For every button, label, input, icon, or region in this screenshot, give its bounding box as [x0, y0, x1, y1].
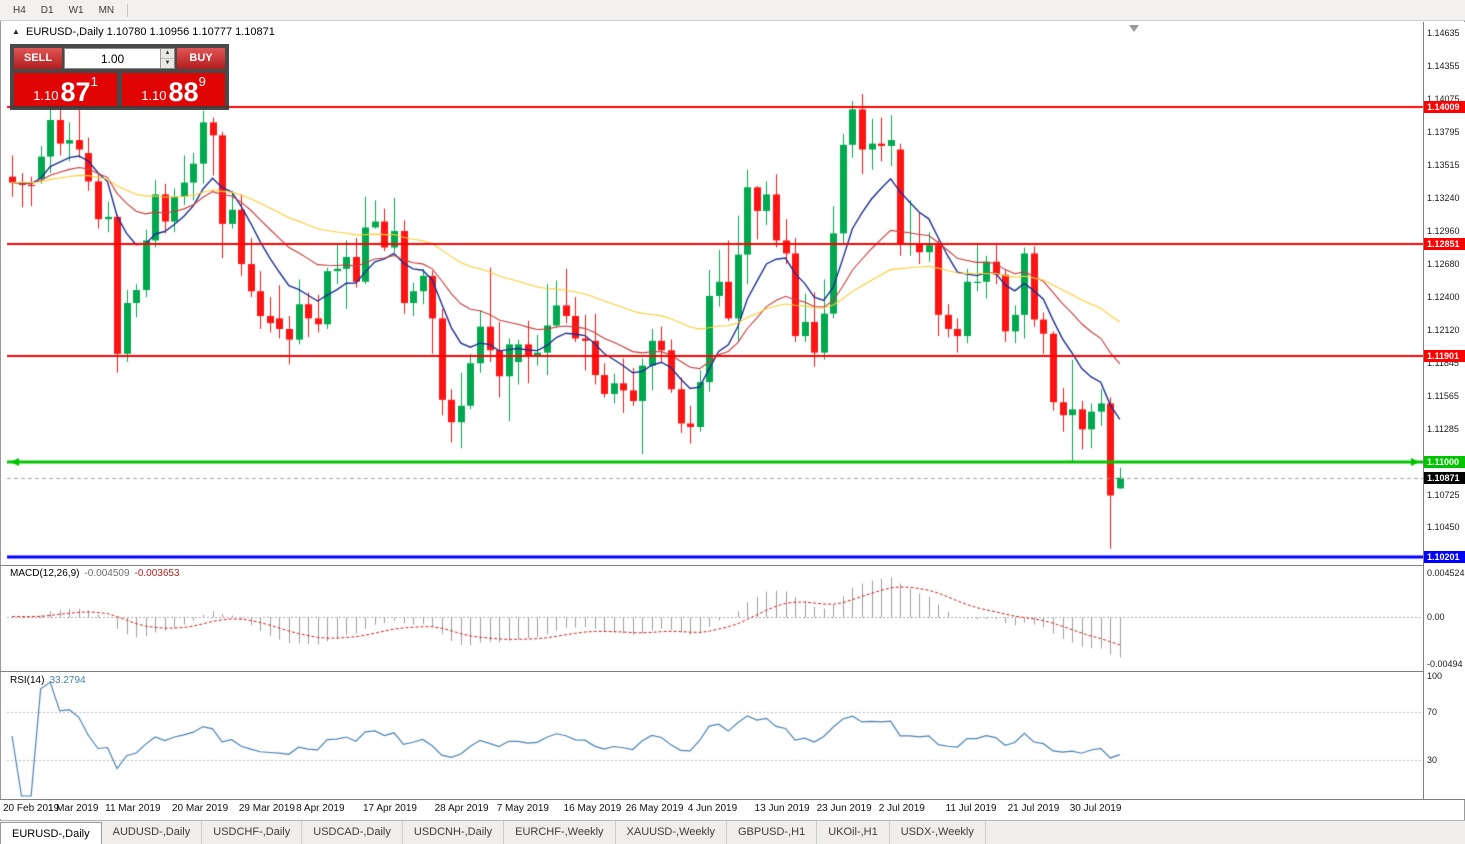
date-tick-label: 26 May 2019 [625, 803, 684, 814]
macd-name: MACD(12,26,9) [10, 568, 80, 579]
macd-axis-tick: 0.00 [1427, 611, 1445, 622]
current-bid-price-label: 1.10871 [1424, 471, 1465, 484]
date-tick-label: 20 Feb 2019 [3, 803, 60, 814]
date-tick-label: 1 Mar 2019 [47, 803, 99, 814]
hline-price-label: 1.10201 [1424, 550, 1465, 563]
price-axis-tick: 1.12960 [1427, 226, 1460, 236]
price-axis-tick: 1.14355 [1427, 61, 1460, 72]
buy-price-display[interactable]: 1.10 88 9 [122, 73, 225, 106]
hline-price-label: 1.12851 [1424, 237, 1465, 250]
timeframe-toolbar: H4 D1 W1 MN [0, 0, 1465, 21]
price-axis-tick: 1.13795 [1427, 127, 1460, 138]
date-tick-label: 11 Jul 2019 [945, 803, 997, 814]
macd-signal-value: -0.003653 [134, 568, 180, 579]
date-tick-label: 29 Mar 2019 [238, 803, 295, 814]
buy-price-big: 88 [168, 77, 199, 107]
chart-tab-bar: EURUSD-,Daily AUDUSD-,Daily USDCHF-,Daily U… [0, 820, 1465, 844]
price-axis-tick: 1.11565 [1427, 390, 1459, 401]
timeline-separator [0, 799, 1465, 800]
macd-main-value: -0.004509 [84, 568, 130, 579]
macd-label: MACD(12,26,9) -0.004509 -0.003653 [10, 568, 185, 579]
rsi-window-separator[interactable] [0, 671, 1465, 672]
date-tick-label: 2 Jul 2019 [878, 803, 925, 814]
volume-box: ▲ ▼ [64, 48, 175, 69]
price-axis-tick: 1.12680 [1427, 259, 1460, 270]
date-tick-label: 17 Apr 2019 [363, 803, 417, 814]
timeframe-button-mn[interactable]: MN [98, 4, 115, 16]
date-tick-label: 16 May 2019 [563, 803, 622, 814]
price-axis-tick: 1.12120 [1427, 325, 1460, 336]
hline-price-label: 1.14009 [1424, 101, 1465, 114]
sell-price-big: 87 [60, 77, 91, 107]
price-axis-tick: 1.13515 [1427, 160, 1460, 171]
buy-price-prefix: 1.10 [141, 88, 167, 103]
sell-price-prefix: 1.10 [33, 88, 59, 103]
chart-tab-gbpusd-h1[interactable]: GBPUSD-,H1 [727, 821, 818, 844]
chart-tab-audusd-daily[interactable]: AUDUSD-,Daily [102, 821, 203, 844]
price-axis-tick: 1.11845 [1427, 357, 1459, 368]
price-scale[interactable]: 1.14635 1.14355 1.14075 1.13795 1.13515 1.132… [1423, 22, 1465, 799]
date-tick-label: 11 Mar 2019 [105, 803, 161, 814]
buy-button[interactable]: BUY [177, 48, 225, 69]
chart-tab-usdcnh-daily[interactable]: USDCNH-,Daily [403, 821, 505, 844]
sell-price-display[interactable]: 1.10 87 1 [14, 73, 117, 106]
rsi-axis-tick: 100 [1427, 671, 1443, 681]
chart-tab-usdchf-daily[interactable]: USDCHF-,Daily [202, 821, 303, 844]
chart-tab-ukoil-h1[interactable]: UKOil-,H1 [817, 821, 890, 844]
rsi-name: RSI(14) [10, 675, 45, 686]
sell-button[interactable]: SELL [14, 48, 62, 69]
time-scale[interactable]: 20 Feb 2019 1 Mar 2019 11 Mar 2019 20 Mar 2… [0, 800, 1423, 819]
price-axis-tick: 1.10725 [1427, 489, 1460, 500]
rsi-label: RSI(14) 33.2794 [10, 675, 91, 686]
volume-spinner: ▲ ▼ [160, 49, 174, 68]
chart-title: EURUSD-,Daily 1.10780 1.10956 1.10777 1.… [26, 26, 275, 38]
date-tick-label: 21 Jul 2019 [1007, 803, 1060, 814]
timeframe-button-d1[interactable]: D1 [40, 4, 54, 16]
hline-price-label: 1.11901 [1424, 350, 1465, 363]
price-axis-tick: 1.14075 [1427, 94, 1460, 105]
date-tick-label: 28 Apr 2019 [434, 803, 489, 814]
macd-window-separator[interactable] [0, 565, 1465, 566]
date-tick-label: 30 Jul 2019 [1069, 803, 1122, 814]
date-tick-label: 8 Apr 2019 [296, 803, 345, 814]
chart-tab-usdx-weekly[interactable]: USDX-,Weekly [890, 821, 986, 844]
price-axis-tick: 1.14635 [1427, 28, 1460, 39]
chart-tab-xauusd-weekly[interactable]: XAUUSD-,Weekly [616, 821, 727, 844]
date-tick-label: 13 Jun 2019 [754, 803, 810, 814]
timeframe-button-h4[interactable]: H4 [13, 4, 26, 16]
trade-panel-toggle-icon[interactable]: ▲ [12, 27, 20, 36]
price-axis-tick: 1.12400 [1427, 292, 1460, 303]
volume-up-icon[interactable]: ▲ [161, 49, 174, 59]
timeframe-button-w1[interactable]: W1 [68, 4, 84, 16]
rsi-axis-tick: 30 [1427, 755, 1438, 765]
toolbar-separator [127, 3, 129, 17]
chart-tab-eurusd-daily[interactable]: EURUSD-,Daily [0, 822, 102, 844]
date-tick-label: 20 Mar 2019 [172, 803, 229, 814]
date-tick-label: 4 Jun 2019 [687, 803, 738, 814]
volume-input[interactable] [65, 49, 160, 68]
volume-down-icon[interactable]: ▼ [161, 59, 174, 68]
hline-price-label: 1.11000 [1424, 456, 1465, 469]
chart-shift-marker-icon[interactable] [1129, 25, 1139, 32]
price-axis-tick: 1.10450 [1427, 522, 1460, 533]
date-tick-label: 7 May 2019 [496, 803, 549, 814]
buy-price-pip: 9 [198, 74, 206, 89]
rsi-axis-tick: 70 [1427, 707, 1438, 717]
chart-tab-usdcad-daily[interactable]: USDCAD-,Daily [302, 821, 403, 844]
macd-axis-tick: -0.00494 [1427, 658, 1463, 669]
date-tick-label: 23 Jun 2019 [816, 803, 872, 814]
macd-axis-tick: 0.004524 [1427, 568, 1465, 579]
rsi-value: 33.2794 [49, 675, 86, 686]
price-axis-tick: 1.11285 [1427, 423, 1459, 434]
chart-tab-eurchf-weekly[interactable]: EURCHF-,Weekly [504, 821, 616, 844]
sell-price-pip: 1 [90, 74, 98, 89]
price-axis-tick: 1.13240 [1427, 192, 1460, 203]
